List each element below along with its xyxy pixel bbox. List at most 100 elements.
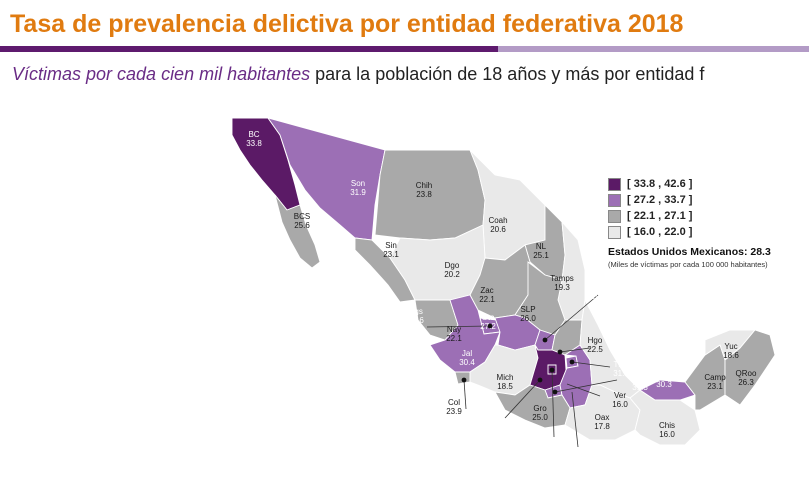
state-Sin (354, 237, 416, 303)
state-abbr: Chih (416, 181, 432, 190)
subtitle-emphasis: Víctimas por cada cien mil habitantes (12, 64, 311, 84)
mexico-choropleth-map: BC 33.8 Son 31.9 Chih 23.8 BCS 25.6 Coah 20.6… (231, 117, 776, 470)
legend-range: [ 33.8 , 42.6 ] (627, 178, 693, 190)
state-abbr: NL (536, 242, 547, 251)
state-value: 27.2 (480, 322, 496, 331)
state-abbr: Edomex (489, 422, 518, 431)
state-abbr: Chis (659, 421, 675, 430)
state-label-Oax: Oax 17.8 (594, 413, 610, 431)
legend-item: [ 16.0 , 22.0 ] (608, 224, 771, 240)
state-label-BCS: BCS 25.6 (294, 212, 311, 230)
state-label-Coah: Coah 20.6 (488, 216, 507, 234)
state-value: 25.0 (532, 413, 548, 422)
title-rule-dark (0, 46, 498, 52)
state-value: 18.5 (497, 382, 513, 391)
legend-swatch (608, 225, 621, 239)
state-abbr: SLP (520, 305, 535, 314)
state-label-Nay: Nay 22.1 (446, 325, 462, 343)
state-abbr: Hgo (588, 336, 603, 345)
state-value: 23.8 (416, 190, 432, 199)
legend-range: [ 16.0 , 22.0 ] (627, 226, 693, 238)
state-label-Gro: Gro 25.0 (532, 404, 548, 422)
state-value: 23.1 (383, 250, 399, 259)
title-rule-light (498, 46, 809, 52)
state-label-Ver: Ver 16.0 (612, 391, 628, 409)
state-label-Hgo: Hgo 22.5 (587, 336, 603, 354)
state-value: 23.9 (446, 407, 462, 416)
state-abbr: Col (448, 398, 460, 407)
state-abbr: Mich (497, 373, 514, 382)
state-value: 29.6 (569, 461, 585, 470)
state-abbr: Ags (409, 307, 423, 316)
state-value: 20.2 (444, 270, 460, 279)
state-abbr: Tab (658, 371, 671, 380)
state-value: 31.6 (408, 316, 424, 325)
state-label-Jal: Jal 30.4 (459, 349, 475, 367)
state-label-BC: BC 33.8 (246, 130, 262, 148)
state-value: 22.1 (446, 334, 462, 343)
state-label-CDMX: CDMX 42.6 (542, 440, 566, 458)
state-label-Ags: Ags 31.6 (408, 307, 424, 325)
state-label-Mor: Mor 31.5 (632, 374, 648, 392)
state-label-Sin: Sin 23.1 (383, 241, 399, 259)
state-label-Tamps: Tamps 19.3 (550, 274, 574, 292)
state-labels: BC 33.8 Son 31.9 Chih 23.8 BCS 25.6 Coah 20.6… (246, 130, 757, 470)
state-abbr: Tamps (550, 274, 574, 283)
state-abbr: Ver (614, 391, 626, 400)
state-abbr: Jal (462, 349, 472, 358)
state-abbr: Nay (447, 325, 461, 334)
state-value: 19.3 (554, 283, 570, 292)
state-value: 30.3 (656, 380, 672, 389)
legend-item: [ 22.1 , 27.1 ] (608, 208, 771, 224)
legend-swatch (608, 177, 621, 191)
state-value: 25.6 (294, 221, 310, 230)
state-label-NL: NL 25.1 (533, 242, 549, 260)
state-value: 16.0 (659, 430, 675, 439)
national-rate: Estados Unidos Mexicanos: 28.3 (608, 246, 771, 258)
subtitle: Víctimas por cada cien mil habitantes pa… (12, 64, 809, 85)
state-value: 22.5 (587, 345, 603, 354)
state-value: 29.1 (591, 292, 607, 301)
state-value: 17.8 (594, 422, 610, 431)
state-label-QRoo: QRoo 26.3 (736, 369, 757, 387)
legend-range: [ 27.2 , 33.7 ] (627, 194, 693, 206)
state-value: 18.6 (723, 351, 739, 360)
state-abbr: Camp (704, 373, 726, 382)
state-value: 22.1 (479, 295, 495, 304)
state-label-Zac: Zac 22.1 (479, 286, 495, 304)
legend-swatch (608, 193, 621, 207)
state-label-Gto: Gto 27.2 (480, 313, 496, 331)
state-value: 26.0 (520, 314, 536, 323)
state-label-Son: Son 31.9 (350, 179, 366, 197)
page-title: Tasa de prevalencia delictiva por entida… (10, 10, 684, 38)
state-label-Camp: Camp 23.1 (704, 373, 726, 391)
state-label-Tlax: Tlax 31.5 (613, 360, 629, 378)
state-label-Pue: Pue 29.6 (569, 452, 585, 470)
state-label-Chih: Chih 23.8 (416, 181, 433, 199)
state-abbr: Coah (488, 216, 507, 225)
state-value: 41.4 (496, 431, 512, 440)
state-abbr: Zac (480, 286, 493, 295)
legend-item: [ 27.2 , 33.7 ] (608, 192, 771, 208)
state-value: 30.4 (459, 358, 475, 367)
state-label-Yuc: Yuc 18.6 (723, 342, 739, 360)
state-value: 31.5 (632, 383, 648, 392)
legend-swatch (608, 209, 621, 223)
leader-lines (426, 294, 618, 448)
state-label-Qro: Qro 29.1 (591, 283, 607, 301)
state-abbr: Yuc (724, 342, 737, 351)
state-label-Mich: Mich 18.5 (497, 373, 514, 391)
state-value: 31.9 (350, 188, 366, 197)
state-value: 23.1 (707, 382, 723, 391)
leader-markers (461, 323, 575, 395)
legend-range: [ 22.1 , 27.1 ] (627, 210, 693, 222)
state-abbr: Son (351, 179, 365, 188)
state-abbr: Sin (385, 241, 397, 250)
state-value: 26.3 (738, 378, 754, 387)
state-abbr: BCS (294, 212, 310, 221)
state-BCS (274, 194, 321, 269)
state-abbr: Gro (533, 404, 547, 413)
state-abbr: Qro (592, 283, 606, 292)
state-Gro (494, 384, 571, 429)
state-abbr: Dgo (445, 261, 460, 270)
